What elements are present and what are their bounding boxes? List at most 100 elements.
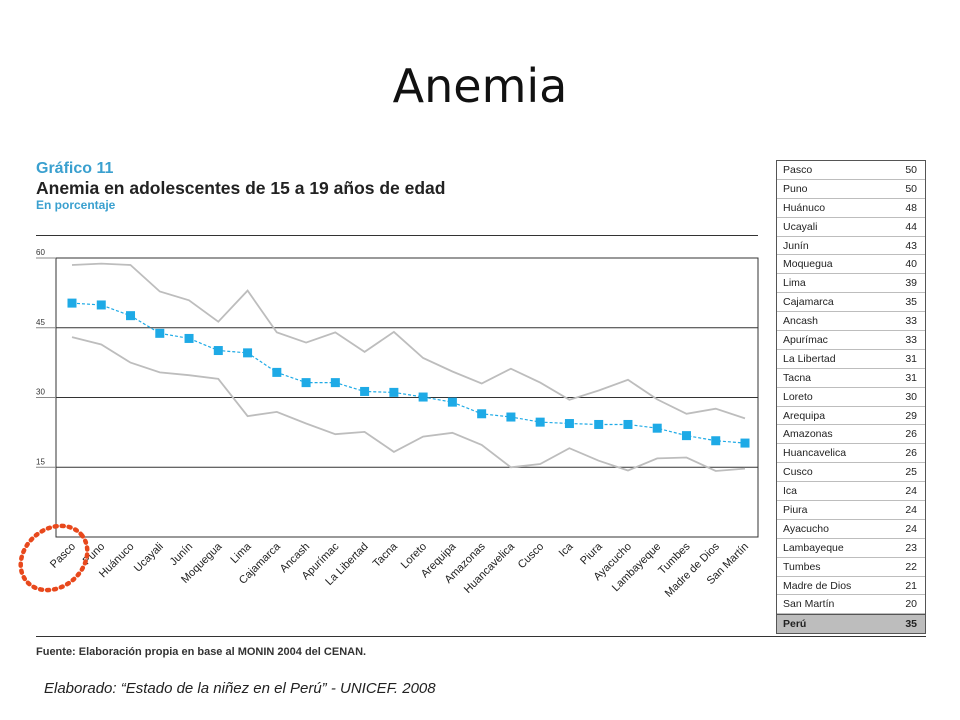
table-row: Cajamarca 35 <box>777 293 925 313</box>
x-tick-label: Lima <box>228 540 254 566</box>
table-cell-value: 30 <box>905 390 917 403</box>
data-point <box>126 311 136 321</box>
table-cell-value: 43 <box>905 239 917 252</box>
table-cell-value: 31 <box>905 371 917 384</box>
data-point <box>213 346 223 356</box>
data-point <box>711 436 721 446</box>
table-row: Huánuco 48 <box>777 199 925 218</box>
table-cell-value: 33 <box>905 315 917 328</box>
header-divider <box>36 235 758 236</box>
data-point <box>564 419 574 429</box>
data-point <box>623 419 633 429</box>
data-point <box>447 397 457 407</box>
table-cell-region: Arequipa <box>783 409 826 422</box>
table-cell-region: Huánuco <box>783 201 826 214</box>
table-cell-value: 50 <box>905 182 917 195</box>
data-point <box>155 328 165 338</box>
series-line-lower <box>71 336 746 472</box>
table-row: Lima 39 <box>777 274 925 294</box>
y-tick-label: 45 <box>36 318 45 327</box>
table-cell-value: 50 <box>905 163 917 176</box>
table-cell-region: Ayacucho <box>783 522 829 535</box>
data-point <box>418 392 428 402</box>
table-cell-value: 40 <box>905 258 917 271</box>
data-point <box>652 423 662 433</box>
highlight-circle <box>18 523 90 593</box>
slide-title: Anemia <box>392 58 568 113</box>
table-cell-value: 21 <box>905 579 917 592</box>
table-row: Huancavelica 26 <box>777 444 925 464</box>
table-cell-value: 25 <box>905 466 917 479</box>
table-row: Apurímac 33 <box>777 331 925 350</box>
data-point <box>96 300 106 310</box>
table-cell-region: Cajamarca <box>783 296 834 309</box>
table-cell-region: Moquegua <box>783 258 833 271</box>
y-tick-label: 30 <box>36 388 45 397</box>
table-cell-value: 20 <box>905 598 917 611</box>
series-layer <box>67 298 750 448</box>
table-row: Lambayeque 23 <box>777 539 925 558</box>
table-cell-value: 39 <box>905 277 917 290</box>
table-cell-region: Lima <box>783 277 806 290</box>
table-cell-region: Ica <box>783 485 798 498</box>
table-cell-region: Amazonas <box>783 428 833 441</box>
table-cell-value: 24 <box>905 522 917 535</box>
table-row: Ancash 33 <box>777 312 925 332</box>
table-row-total: Perú 35 <box>777 614 925 634</box>
table-cell-region: Apurímac <box>783 333 828 346</box>
table-cell-region: Cusco <box>783 466 813 479</box>
table-cell-region: San Martín <box>783 598 835 611</box>
table-cell-value: 35 <box>905 618 917 631</box>
data-table: Pasco 50 Puno 50 Huánuco 48 Ucayali 44 Junín 43 Mo… <box>776 160 926 635</box>
y-tick-label: 60 <box>36 248 45 257</box>
slide-credit: Elaborado: “Estado de la niñez en el Per… <box>44 680 436 697</box>
table-cell-region: La Libertad <box>783 352 836 365</box>
table-row: La Libertad 31 <box>777 350 925 369</box>
table-cell-region: Lambayeque <box>783 541 844 554</box>
table-cell-value: 26 <box>905 428 917 441</box>
data-point <box>243 348 253 358</box>
table-row: Pasco 50 <box>777 161 925 180</box>
table-cell-value: 26 <box>905 447 917 460</box>
chart-subtitle: En porcentaje <box>36 197 116 212</box>
data-point <box>389 387 399 397</box>
data-point <box>477 409 487 419</box>
data-point <box>360 386 370 396</box>
table-cell-value: 24 <box>905 485 917 498</box>
table-cell-value: 24 <box>905 503 917 516</box>
table-cell-value: 35 <box>905 296 917 309</box>
y-tick-label: 15 <box>36 457 45 466</box>
chart-heading: Gráfico 11 Anemia en adolescentes de 15 … <box>36 160 445 212</box>
x-tick-label: Tacna <box>371 540 401 570</box>
table-cell-region: Puno <box>783 182 808 195</box>
data-point <box>594 419 604 429</box>
table-cell-value: 22 <box>905 560 917 573</box>
table-cell-value: 29 <box>905 409 917 422</box>
table-row: Amazonas 26 <box>777 425 925 445</box>
table-cell-region: Junín <box>783 239 809 252</box>
chart-label: Gráfico 11 <box>36 160 114 177</box>
table-cell-region: Tacna <box>783 371 812 384</box>
table-cell-value: 31 <box>905 352 917 365</box>
table-row: Cusco 25 <box>777 463 925 483</box>
x-tick-label: Pasco <box>48 541 78 571</box>
x-tick-label: Junín <box>168 541 196 569</box>
table-row: Ica 24 <box>777 482 925 502</box>
table-cell-region: Piura <box>783 503 808 516</box>
table-row: Tumbes 22 <box>777 558 925 577</box>
table-cell-value: 44 <box>905 220 917 233</box>
table-cell-region: Huancavelica <box>783 447 847 460</box>
data-point <box>272 367 282 377</box>
series-line-main <box>71 302 746 444</box>
table-cell-value: 48 <box>905 201 917 214</box>
grid-layer: 60 45 30 15 <box>36 248 759 538</box>
table-cell-region: Loreto <box>783 390 813 403</box>
confidence-band-layer <box>71 262 746 472</box>
table-row: Junín 43 <box>777 237 925 256</box>
x-tick-label: Cusco <box>516 541 547 572</box>
chart-source: Fuente: Elaboración propia en base al MO… <box>36 646 367 658</box>
table-row: Puno 50 <box>777 180 925 199</box>
table-cell-region: Tumbes <box>783 560 821 573</box>
